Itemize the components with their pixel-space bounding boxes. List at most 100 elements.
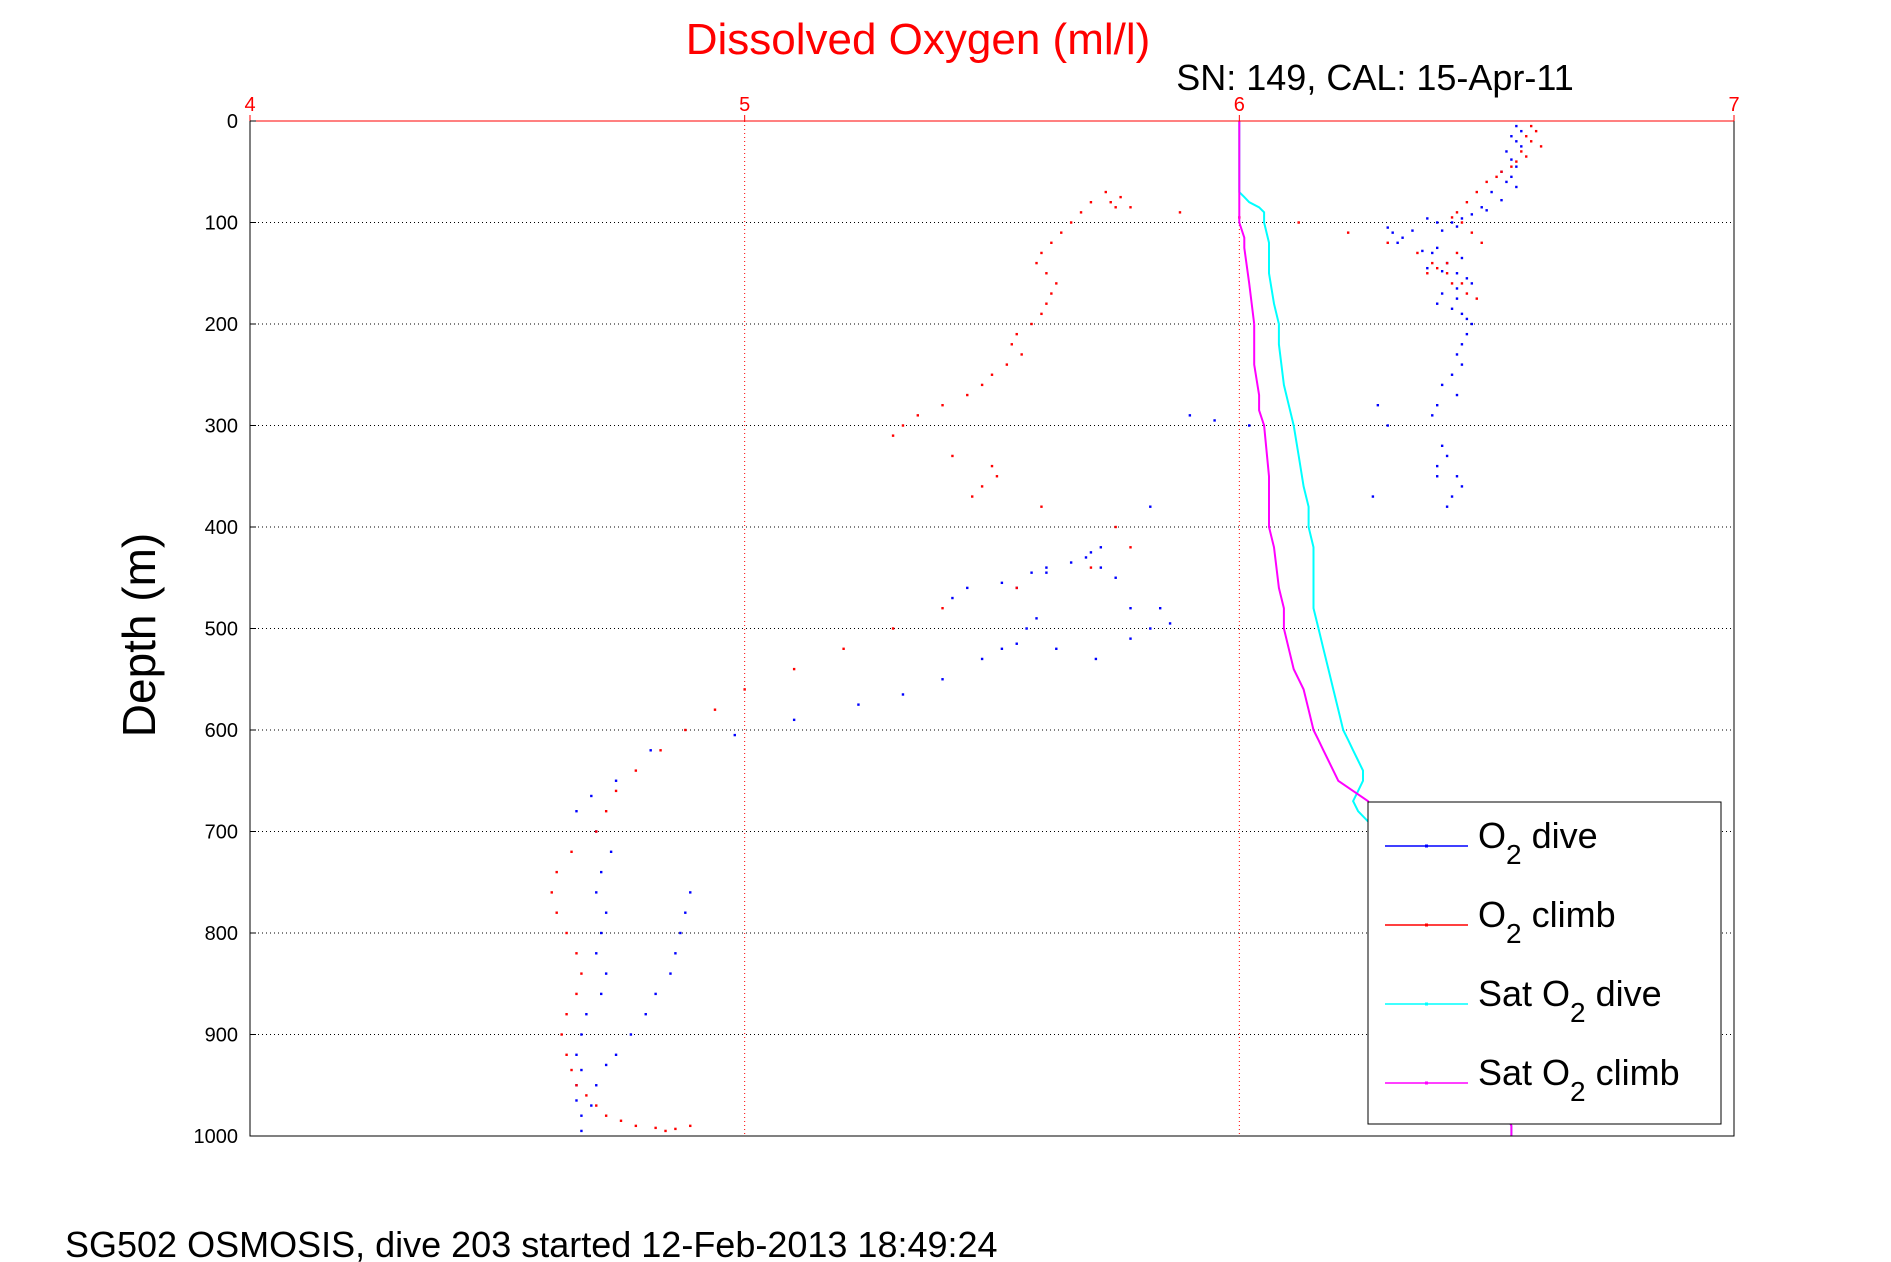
- o2_climb-point: [1445, 272, 1449, 275]
- legend-label-subscript: 2: [1506, 918, 1522, 949]
- o2_dive-point: [604, 911, 608, 914]
- o2_dive-point: [1391, 231, 1394, 234]
- o2_climb-point: [550, 891, 553, 894]
- o2_climb-point: [743, 688, 746, 691]
- o2_climb-point: [634, 1124, 638, 1128]
- o2_climb-point: [1060, 231, 1063, 234]
- legend-marker: [1425, 1081, 1428, 1085]
- o2_climb-point: [1040, 505, 1043, 508]
- y-tick-label: 200: [205, 314, 238, 336]
- o2_climb-point: [1529, 140, 1533, 143]
- o2_climb-point: [792, 667, 796, 671]
- o2_dive-point: [1025, 627, 1028, 630]
- o2_dive-point: [604, 1063, 608, 1067]
- o2_climb-point: [1480, 241, 1483, 244]
- o2_dive-point: [1436, 221, 1439, 224]
- o2_dive-point: [1460, 256, 1464, 260]
- legend-label-subscript: 2: [1506, 839, 1522, 870]
- o2_dive-point: [951, 596, 954, 600]
- o2_dive-point: [1426, 266, 1429, 270]
- o2_climb-point: [595, 1104, 598, 1107]
- o2_dive-point: [1455, 475, 1459, 478]
- y-tick-label: 900: [205, 1025, 238, 1047]
- y-tick-labels: 0 100 200 300 400 500 600 700 800 900 1000: [194, 111, 256, 1148]
- legend-label: Sat O2 climb: [1478, 1052, 1680, 1107]
- legend-marker: [1425, 1002, 1428, 1006]
- o2_dive-point: [1510, 158, 1513, 161]
- o2_climb-point: [891, 627, 895, 630]
- o2_climb-point: [1114, 206, 1117, 209]
- o2_dive-point: [1460, 217, 1464, 220]
- o2_climb-point: [990, 464, 994, 468]
- x-tick-label: 6: [1234, 94, 1245, 116]
- y-tick-label: 600: [205, 720, 238, 742]
- o2_dive-point: [1000, 581, 1004, 585]
- o2_climb-point: [1475, 297, 1478, 300]
- series-o2_climb: [550, 124, 1543, 1133]
- o2_dive-point: [857, 703, 860, 706]
- legend-label-suffix: climb: [1586, 1052, 1680, 1093]
- o2_climb-point: [1297, 221, 1300, 224]
- o2_climb-point: [565, 1013, 568, 1016]
- o2_climb-point: [980, 383, 984, 387]
- o2_climb-point: [1015, 332, 1018, 336]
- o2_dive-point: [575, 1099, 578, 1102]
- o2_dive-point: [1436, 475, 1439, 478]
- o2_dive-point: [1460, 363, 1464, 366]
- o2_climb-point: [916, 414, 919, 417]
- o2_dive-point: [1386, 226, 1389, 229]
- o2_climb-point: [674, 1127, 677, 1131]
- o2_dive-point: [1515, 124, 1518, 128]
- chart-title: Dissolved Oxygen (ml/l): [686, 15, 1151, 64]
- o2_dive-point: [689, 891, 692, 894]
- o2_dive-point: [1401, 236, 1404, 239]
- o2_dive-point: [1045, 571, 1048, 574]
- o2_dive-point: [600, 992, 603, 996]
- o2_dive-point: [1445, 505, 1449, 508]
- o2_dive-point: [1450, 373, 1454, 376]
- o2_dive-point: [1129, 607, 1132, 610]
- y-tick-label: 800: [205, 923, 238, 945]
- o2_dive-point: [1440, 229, 1444, 232]
- legend-marker: [1425, 844, 1428, 848]
- o2_climb-point: [901, 424, 905, 427]
- o2_climb-point: [1030, 322, 1033, 326]
- o2_climb-point: [1465, 201, 1469, 204]
- o2_dive-point: [1455, 297, 1459, 300]
- legend-box: [1367, 801, 1722, 1125]
- o2_dive-point: [1045, 566, 1048, 569]
- o2_climb-point: [1069, 221, 1073, 224]
- o2_climb-point: [951, 454, 954, 458]
- o2_dive-point: [1035, 617, 1038, 620]
- o2_dive-point: [1440, 270, 1444, 273]
- o2_dive-point: [580, 1114, 583, 1117]
- o2_climb-point: [1525, 155, 1528, 158]
- o2_dive-point: [1030, 571, 1033, 574]
- o2_dive-point: [580, 1068, 583, 1072]
- o2_dive-point: [1386, 424, 1389, 427]
- o2_climb-point: [941, 404, 944, 407]
- o2_dive-point: [1470, 213, 1474, 216]
- o2_climb-point: [966, 393, 969, 397]
- o2_dive-point: [1505, 180, 1508, 184]
- o2_climb-point: [1015, 586, 1018, 590]
- o2_dive-point: [1055, 647, 1058, 650]
- y-tick-label: 300: [205, 416, 238, 438]
- o2_climb-point: [891, 434, 895, 437]
- o2_climb-point: [614, 789, 618, 793]
- legend-label: O2 climb: [1478, 894, 1616, 949]
- o2_dive-point: [1460, 343, 1464, 346]
- o2_dive-point: [1129, 637, 1132, 640]
- o2_climb-point: [1089, 201, 1093, 204]
- o2_dive-point: [792, 718, 796, 722]
- o2_climb-point: [1431, 261, 1434, 265]
- o2_dive-point: [1505, 150, 1508, 153]
- o2_dive-point: [1149, 505, 1152, 508]
- o2_dive-point: [1450, 307, 1454, 310]
- o2_climb-point: [1445, 261, 1449, 265]
- o2_climb-point: [664, 1129, 667, 1133]
- o2_climb-point: [713, 708, 717, 711]
- o2_climb-point: [1045, 302, 1048, 305]
- o2_dive-point: [1084, 556, 1088, 559]
- o2_dive-point: [1455, 393, 1459, 397]
